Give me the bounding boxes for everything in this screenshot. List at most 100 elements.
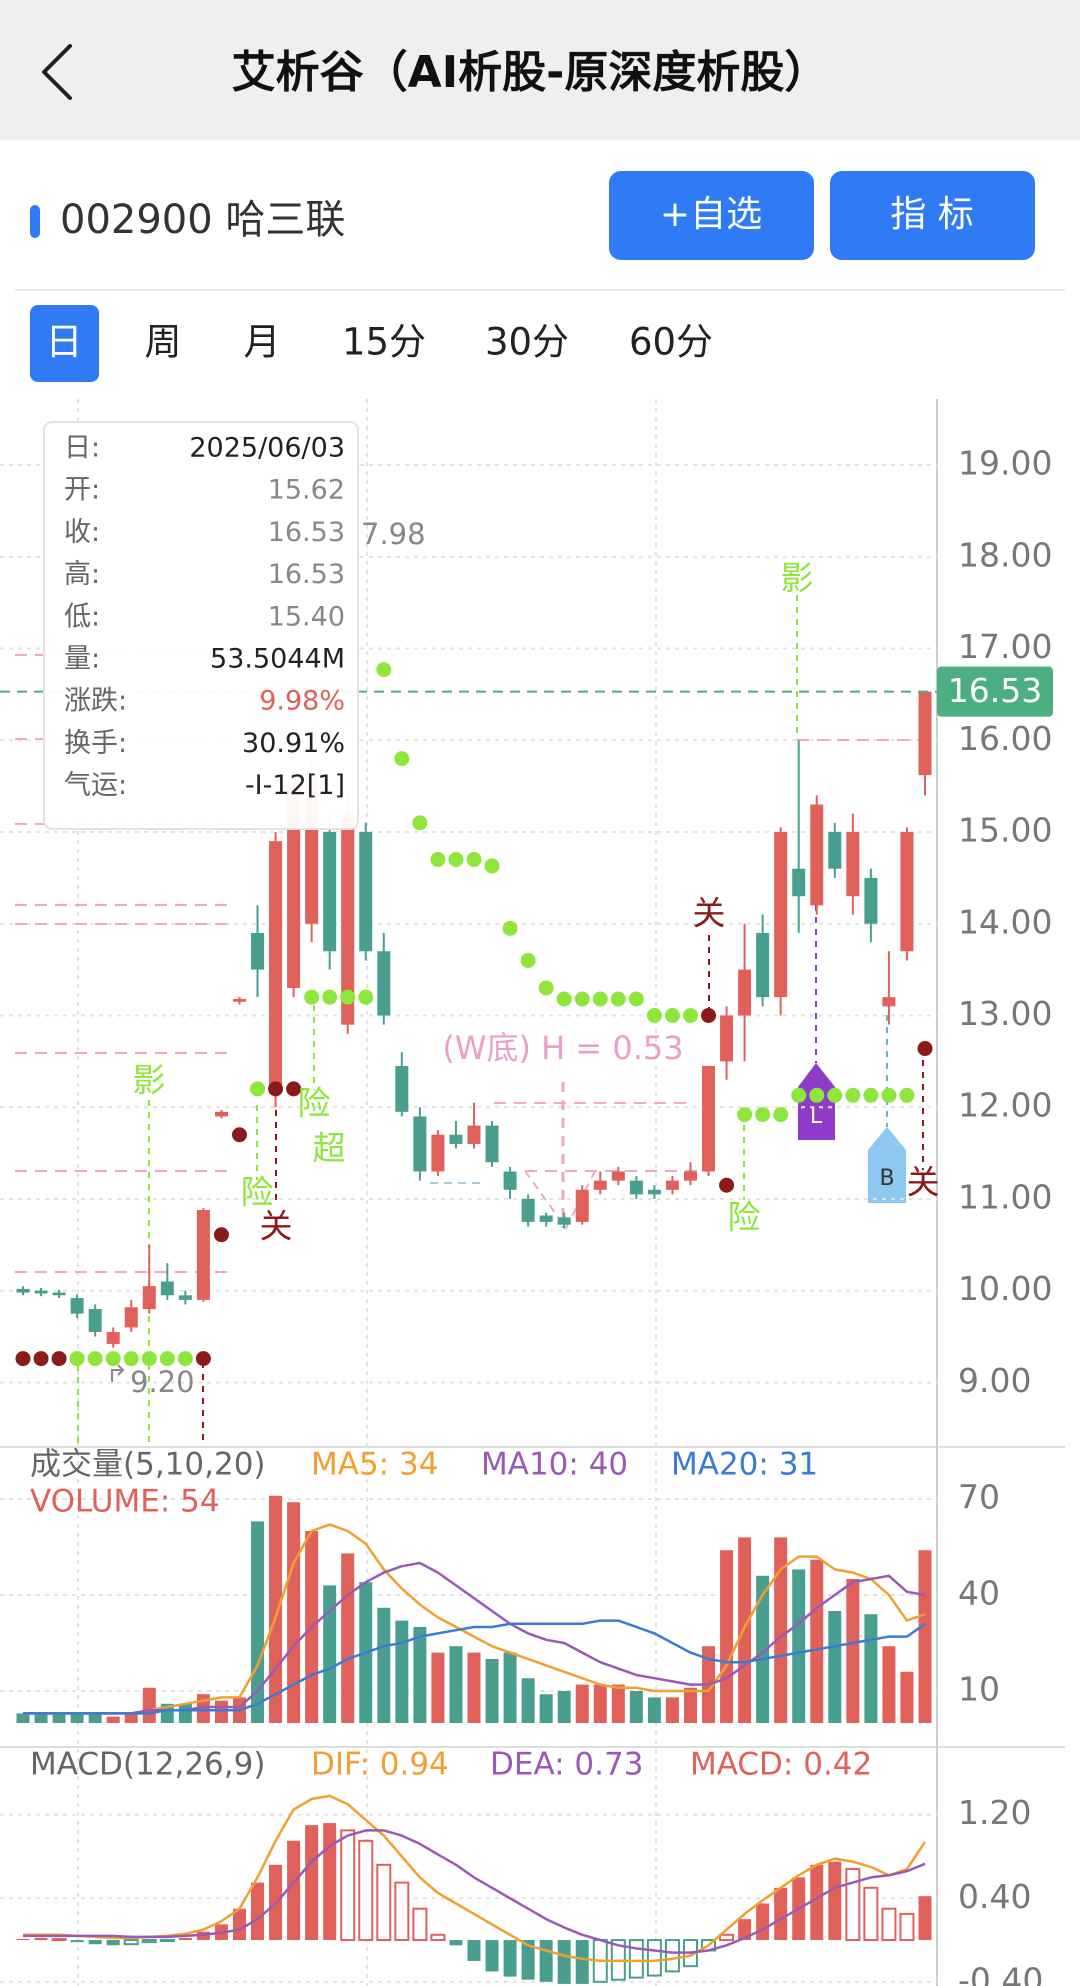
y-tick-label: 15.00 bbox=[958, 811, 1052, 850]
signal-dot bbox=[286, 1081, 302, 1097]
candle-body bbox=[34, 1290, 48, 1294]
back-button[interactable] bbox=[42, 44, 72, 100]
y-tick-label: 9.00 bbox=[958, 1361, 1031, 1400]
button[interactable] bbox=[830, 171, 1035, 260]
signal-dot bbox=[15, 1351, 31, 1367]
bar bbox=[539, 1694, 553, 1723]
candle-body bbox=[377, 951, 391, 1016]
signal-dot bbox=[105, 1351, 121, 1367]
candle-body bbox=[918, 691, 932, 776]
annotation: 险 bbox=[298, 1084, 331, 1123]
signal-dot bbox=[809, 1087, 825, 1103]
candle-body bbox=[611, 1171, 625, 1181]
bar bbox=[683, 1687, 697, 1723]
signal-dot bbox=[141, 1351, 157, 1367]
candle-body bbox=[431, 1134, 445, 1172]
tab[interactable]: 15分 bbox=[342, 321, 426, 364]
candle-body bbox=[665, 1180, 679, 1190]
candle-body bbox=[647, 1189, 661, 1195]
candle-body bbox=[864, 877, 878, 924]
tooltip-value: 15.40 bbox=[268, 601, 345, 632]
signal-dot bbox=[304, 989, 320, 1005]
bar bbox=[70, 1940, 84, 1943]
y-tick-label: 17.00 bbox=[958, 627, 1052, 666]
bar bbox=[323, 1585, 337, 1723]
tooltip-label: 收: bbox=[64, 517, 100, 548]
candle-body bbox=[395, 1065, 409, 1112]
bar bbox=[341, 1553, 355, 1723]
tab[interactable]: 日 bbox=[46, 321, 83, 364]
tooltip-value: 16.53 bbox=[268, 559, 345, 590]
bar bbox=[412, 1907, 428, 1942]
candle-body bbox=[756, 932, 770, 998]
tab[interactable]: 30分 bbox=[485, 321, 569, 364]
y-tick-label: 70 bbox=[958, 1478, 1000, 1517]
bar bbox=[900, 1671, 914, 1723]
signal-dot bbox=[159, 1351, 175, 1367]
candle-body bbox=[467, 1125, 481, 1144]
button[interactable] bbox=[609, 171, 814, 260]
candle-body bbox=[88, 1309, 102, 1332]
annotation: 影 bbox=[781, 559, 814, 598]
bar bbox=[738, 1537, 752, 1723]
candle-body bbox=[70, 1298, 84, 1314]
bar bbox=[287, 1840, 301, 1941]
bar bbox=[665, 1697, 679, 1723]
bar bbox=[123, 1939, 139, 1946]
bar bbox=[106, 1716, 120, 1723]
bar bbox=[394, 1881, 410, 1942]
signal-dot bbox=[177, 1351, 193, 1367]
y-tick-label: 0.40 bbox=[958, 1877, 1031, 1916]
signal-dot bbox=[394, 751, 410, 767]
tooltip-value: 53.5044M bbox=[210, 644, 345, 675]
candle-body bbox=[557, 1217, 571, 1225]
bar bbox=[88, 1713, 102, 1723]
bar bbox=[340, 1829, 356, 1942]
stock-marker bbox=[30, 205, 40, 238]
bar bbox=[646, 1939, 662, 1977]
signal-dot bbox=[376, 662, 392, 678]
bar bbox=[774, 1887, 788, 1941]
signal-dot bbox=[502, 920, 518, 936]
bar bbox=[106, 1940, 120, 1946]
candle-body bbox=[251, 932, 265, 970]
tooltip-label: 低: bbox=[64, 601, 100, 632]
signal-dot bbox=[719, 1177, 735, 1193]
page-title: 艾析谷（AI析股-原深度析股） bbox=[232, 47, 829, 98]
bar bbox=[647, 1697, 661, 1723]
bar bbox=[756, 1575, 770, 1723]
candle-body bbox=[449, 1134, 463, 1144]
bar bbox=[828, 1611, 842, 1723]
candle-body bbox=[16, 1288, 30, 1293]
tab[interactable]: 60分 bbox=[629, 321, 713, 364]
tab[interactable]: 月 bbox=[244, 321, 281, 364]
bar bbox=[159, 1939, 175, 1943]
signal-dot bbox=[231, 1127, 247, 1143]
y-tick-label: 40 bbox=[958, 1574, 1000, 1613]
candle-body bbox=[269, 841, 283, 1089]
bar bbox=[503, 1652, 517, 1723]
signal-dot bbox=[430, 852, 446, 868]
bar bbox=[358, 1839, 374, 1942]
candle-body bbox=[828, 832, 842, 869]
bar bbox=[575, 1940, 589, 1984]
bar bbox=[557, 1940, 571, 1984]
signal-dot bbox=[899, 1087, 915, 1103]
tab[interactable]: 周 bbox=[145, 321, 182, 364]
signal-dot bbox=[250, 1081, 266, 1097]
bar bbox=[485, 1659, 499, 1723]
candle-body bbox=[846, 832, 860, 897]
button-label[interactable]: 指 标 bbox=[890, 194, 973, 235]
signal-dot bbox=[773, 1107, 789, 1123]
signal-dot bbox=[664, 1007, 680, 1023]
tab-active-bg[interactable] bbox=[30, 305, 99, 382]
bar bbox=[810, 1864, 824, 1941]
bar bbox=[178, 1703, 192, 1723]
button-label[interactable]: +自选 bbox=[660, 194, 762, 235]
bar bbox=[539, 1940, 553, 1982]
y-tick-label: 1.20 bbox=[958, 1793, 1031, 1832]
candle-body bbox=[810, 804, 824, 906]
signal-dot bbox=[51, 1351, 67, 1367]
bar bbox=[141, 1939, 157, 1944]
